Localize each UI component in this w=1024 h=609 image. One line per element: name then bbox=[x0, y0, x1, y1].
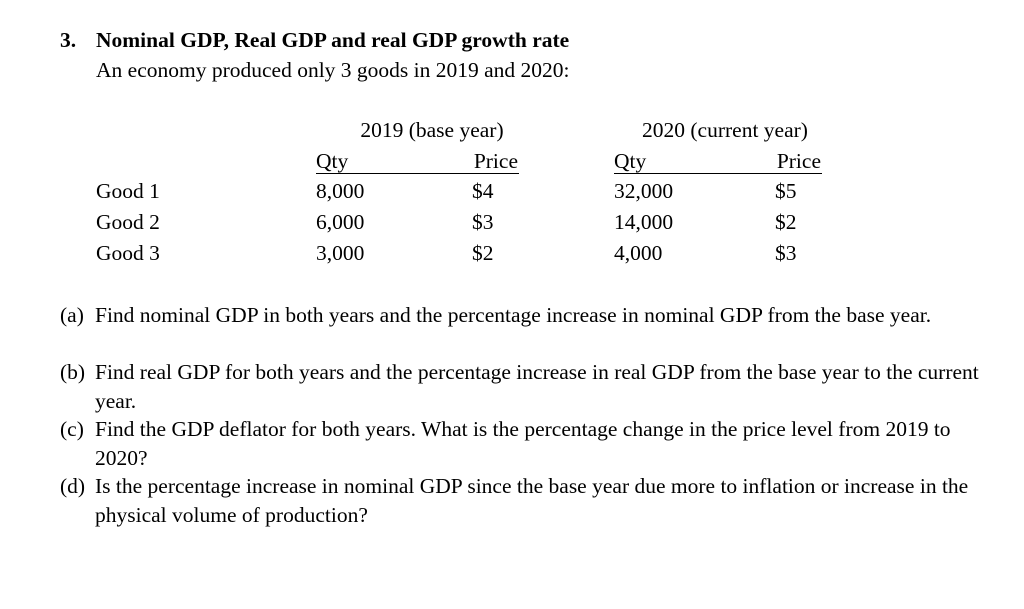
good-name: Good 3 bbox=[96, 241, 160, 265]
qty-2020: 4,000 bbox=[614, 241, 663, 265]
header-underline-2019 bbox=[316, 173, 519, 174]
question-text: Find the GDP deflator for both years. Wh… bbox=[95, 417, 951, 470]
question-label: (a) bbox=[60, 303, 84, 327]
qty-2020: 14,000 bbox=[614, 210, 674, 234]
subheader-price-2020: Price bbox=[776, 149, 821, 173]
price-2019: $2 bbox=[472, 241, 494, 265]
question-text: Find nominal GDP in both years and the p… bbox=[95, 303, 932, 327]
price-2020: $3 bbox=[775, 241, 797, 265]
question-label: (b) bbox=[60, 360, 86, 384]
good-name: Good 2 bbox=[96, 210, 160, 234]
good-name: Good 1 bbox=[96, 179, 160, 203]
price-2020: $5 bbox=[775, 179, 797, 203]
qty-2020: 32,000 bbox=[614, 179, 674, 203]
qty-2019: 6,000 bbox=[316, 210, 365, 234]
question-b: (b) Find real GDP for both years and the … bbox=[60, 358, 990, 416]
question-c: (c) Find the GDP deflator for both years.… bbox=[60, 415, 990, 473]
question-label: (d) bbox=[60, 474, 86, 498]
question-text: Find real GDP for both years and the per… bbox=[95, 360, 979, 413]
price-2020: $2 bbox=[775, 210, 797, 234]
question-d: (d) Is the percentage increase in nominal… bbox=[60, 472, 990, 530]
price-2019: $3 bbox=[472, 210, 494, 234]
subheader-qty-2020: Qty bbox=[614, 149, 647, 173]
intro-text: An economy produced only 3 goods in 2019… bbox=[96, 58, 570, 82]
group-header-2019: 2019 (base year) bbox=[360, 118, 504, 142]
header-underline-2020 bbox=[614, 173, 822, 174]
price-2019: $4 bbox=[472, 179, 494, 203]
question-text: Is the percentage increase in nominal GD… bbox=[95, 474, 969, 527]
question-label: (c) bbox=[60, 417, 84, 441]
qty-2019: 8,000 bbox=[316, 179, 365, 203]
group-header-2020: 2020 (current year) bbox=[642, 118, 808, 142]
question-number: 3. bbox=[60, 28, 77, 52]
subheader-price-2019: Price bbox=[473, 149, 518, 173]
subheader-qty-2019: Qty bbox=[316, 149, 349, 173]
question-a: (a) Find nominal GDP in both years and th… bbox=[60, 301, 990, 330]
question-title: Nominal GDP, Real GDP and real GDP growt… bbox=[96, 28, 570, 52]
qty-2019: 3,000 bbox=[316, 241, 365, 265]
